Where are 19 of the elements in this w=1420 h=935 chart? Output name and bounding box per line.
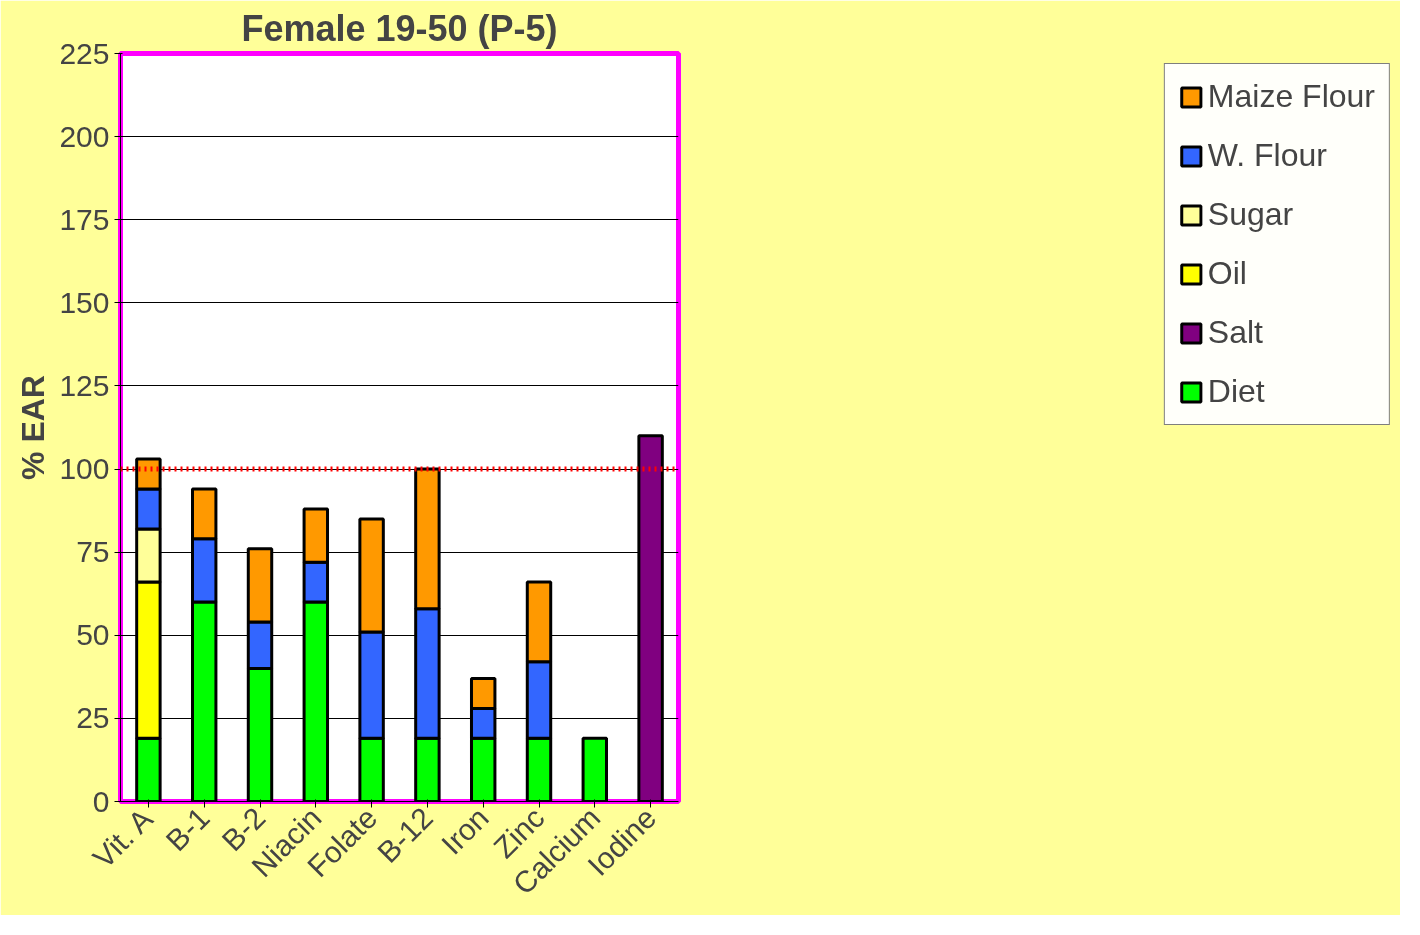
y-tick-label: 50	[76, 618, 110, 652]
legend-label: Sugar	[1207, 196, 1294, 233]
legend-label: Diet	[1207, 373, 1265, 410]
y-tick-label: 150	[59, 285, 110, 319]
x-tick-label: B-1	[159, 800, 216, 858]
legend-label: W. Flour	[1207, 137, 1327, 174]
y-tick-label: 0	[92, 784, 110, 818]
y-axis-title: % EAR	[15, 375, 52, 480]
y-tick-label: 200	[59, 119, 110, 153]
legend-label: Salt	[1207, 314, 1263, 351]
y-tick-label: 125	[59, 368, 110, 402]
y-tick-label: 225	[59, 36, 110, 70]
chart-title: Female 19-50 (P-5)	[241, 7, 558, 49]
y-tick-label: 75	[76, 535, 110, 569]
legend-label: Maize Flour	[1207, 78, 1375, 115]
y-tick-label: 175	[59, 202, 110, 236]
legend-label: Oil	[1207, 255, 1247, 292]
y-tick-label: 25	[76, 701, 110, 735]
y-tick-label: 100	[59, 452, 110, 486]
